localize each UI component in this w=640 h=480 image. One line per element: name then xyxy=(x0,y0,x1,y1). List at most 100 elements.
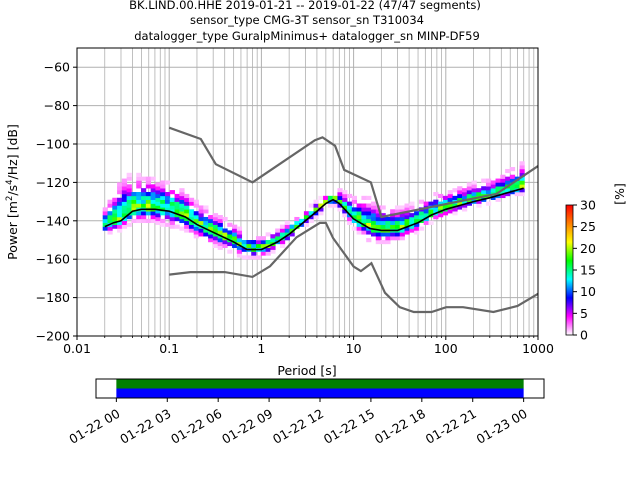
heatmap-cell xyxy=(212,220,219,225)
heatmap-cell xyxy=(457,186,463,191)
heatmap-cell xyxy=(438,205,444,210)
heatmap-cell xyxy=(241,255,247,260)
heatmap-cell xyxy=(399,220,405,225)
heatmap-cell xyxy=(227,234,233,239)
heatmap-cell xyxy=(462,195,468,200)
heatmap-cell xyxy=(160,192,166,197)
heatmap-cell xyxy=(260,251,266,256)
heatmap-cell xyxy=(164,192,171,197)
heatmap-cell xyxy=(208,222,214,227)
heatmap-cell xyxy=(505,176,511,181)
heatmap-cell xyxy=(342,190,348,195)
heatmap-cell xyxy=(375,240,381,245)
heatmap-cell xyxy=(136,215,142,220)
heatmap-cell xyxy=(409,205,415,210)
heatmap-cell xyxy=(131,203,137,208)
heatmap-cell xyxy=(447,193,453,199)
heatmap-cell xyxy=(169,190,175,195)
heatmap-cell xyxy=(203,232,209,237)
y-tick-label: −120 xyxy=(36,175,70,190)
heatmap-cell xyxy=(198,232,204,237)
heatmap-cell xyxy=(212,232,219,237)
heatmap-cell xyxy=(131,207,137,212)
heatmap-cell xyxy=(160,218,166,224)
heatmap-cell xyxy=(394,205,401,210)
heatmap-cell xyxy=(203,209,209,214)
heatmap-cell xyxy=(136,192,142,197)
heatmap-cell xyxy=(141,218,147,224)
heatmap-cell xyxy=(299,218,305,224)
heatmap-cell xyxy=(121,186,128,191)
heatmap-cell xyxy=(184,197,190,202)
heatmap-cell xyxy=(188,220,195,225)
heatmap-cell xyxy=(212,228,219,233)
heatmap-cell xyxy=(184,213,190,218)
colorbar-tick-label: 15 xyxy=(580,263,596,278)
heatmap-cell xyxy=(313,215,319,220)
heatmap-cell xyxy=(509,167,516,172)
nhnm-curve xyxy=(168,126,539,219)
heatmap-cell xyxy=(117,224,123,229)
heatmap-cell xyxy=(409,220,415,225)
heatmap-cell xyxy=(150,176,156,181)
psd-plot: 0.01 0.1 1 10 100 1000 −60 −80 −100 −120 −140 −160… xyxy=(5,47,554,378)
heatmap-cell xyxy=(117,186,123,191)
y-tick-label: −180 xyxy=(36,290,70,305)
heatmap-cell xyxy=(145,218,152,224)
heatmap-cell xyxy=(121,178,128,183)
heatmap-cell xyxy=(519,180,525,185)
heatmap-cell xyxy=(438,201,444,206)
heatmap-cell xyxy=(433,207,439,212)
heatmap-cell xyxy=(414,230,420,235)
heatmap-cell xyxy=(313,207,319,212)
heatmap-cell xyxy=(327,195,334,200)
heatmap-cell xyxy=(284,224,290,229)
y-label-mid: /s xyxy=(5,185,20,196)
heatmap-cell xyxy=(251,251,257,256)
plot-frame xyxy=(76,47,539,337)
heatmap-cell xyxy=(241,243,247,248)
colorbar-label: [%] xyxy=(612,183,627,205)
heatmap-cell xyxy=(423,201,429,206)
colorbar-gradient xyxy=(565,204,574,336)
heatmap-cell xyxy=(318,203,324,208)
heatmap-cell xyxy=(342,201,348,206)
heatmap-cell xyxy=(102,215,108,220)
x-tick-label: 1 xyxy=(257,341,265,356)
heatmap-cell xyxy=(169,220,175,225)
heatmap-cell xyxy=(275,228,281,233)
heatmap-cell xyxy=(193,230,199,235)
heatmap-cell xyxy=(136,184,142,189)
heatmap-cell xyxy=(279,240,286,245)
heatmap-cell xyxy=(275,236,281,241)
heatmap-cell xyxy=(466,186,472,191)
heatmap-cell xyxy=(457,197,463,202)
heatmap-cell xyxy=(203,228,209,233)
heatmap-cell xyxy=(519,184,525,189)
heatmap-cell xyxy=(380,240,386,245)
heatmap-cell xyxy=(136,203,142,208)
heatmap-cell xyxy=(380,220,386,225)
heatmap-cell xyxy=(495,197,501,202)
heatmap-cell xyxy=(361,207,367,212)
heatmap-cell xyxy=(462,188,468,193)
heatmap-cell xyxy=(193,215,199,220)
heatmap-cell xyxy=(136,211,142,216)
heatmap-cell xyxy=(117,182,123,187)
heatmap-cell xyxy=(375,213,381,218)
heatmap-cell xyxy=(471,188,477,193)
heatmap-cell xyxy=(227,222,233,227)
mean-curve xyxy=(104,187,524,251)
heatmap-cell xyxy=(174,213,180,218)
heatmap-cell xyxy=(313,211,319,216)
heatmap-cell xyxy=(179,188,185,193)
heatmap-cell xyxy=(246,255,252,260)
heatmap-cell xyxy=(155,216,161,222)
heatmap-cell xyxy=(160,188,166,193)
heatmap-cell xyxy=(366,215,372,220)
heatmap-cell xyxy=(150,192,156,197)
heatmap-cell xyxy=(145,192,152,197)
heatmap-cell xyxy=(485,201,492,206)
heatmap-cell xyxy=(366,222,372,227)
